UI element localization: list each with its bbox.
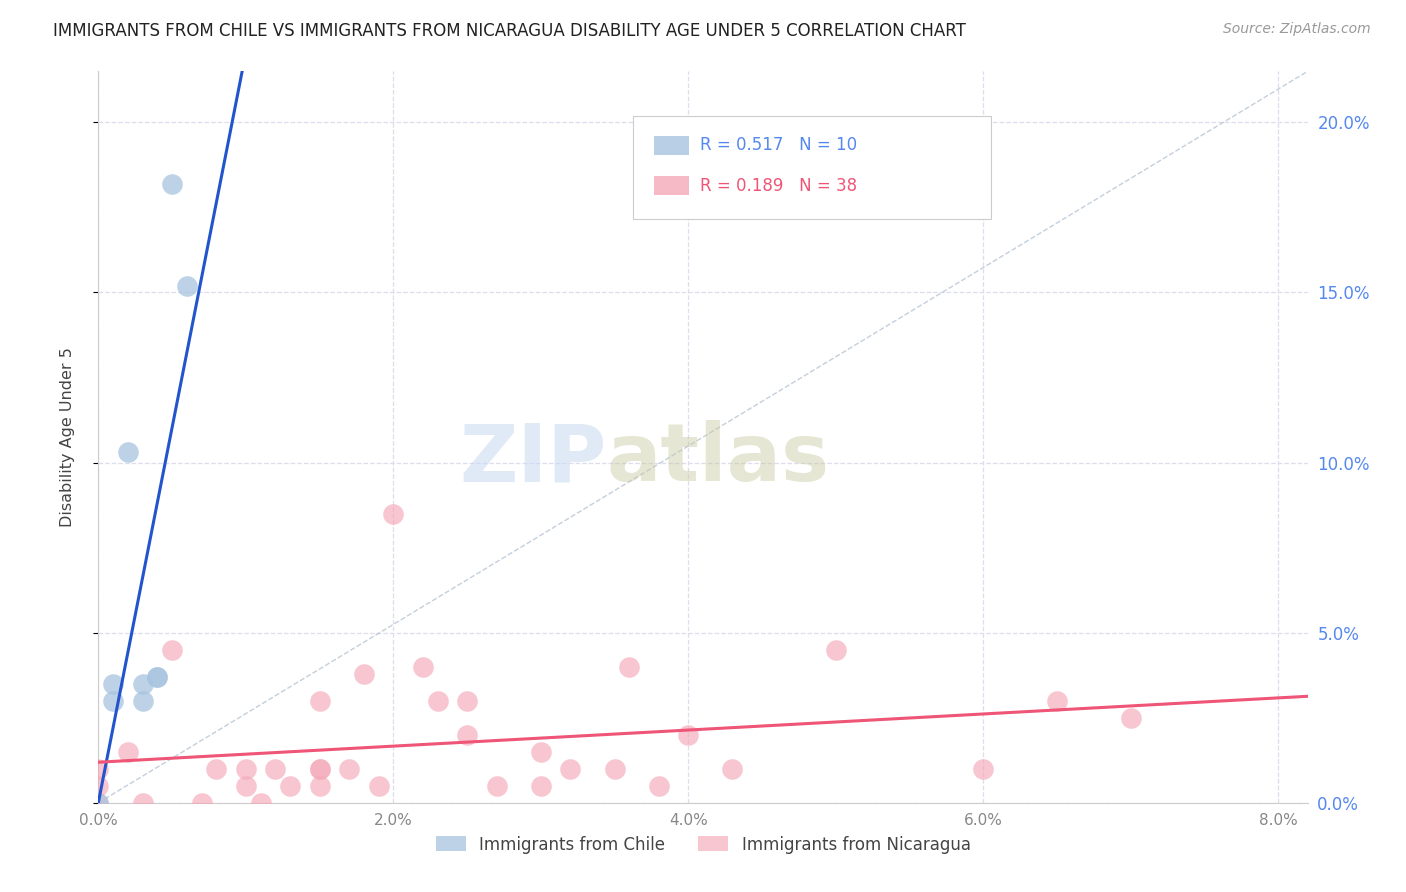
Point (205, 762, 228, 776)
Point (648, 779, 671, 793)
Point (249, 796, 271, 810)
Point (337, 762, 360, 776)
Point (87, 796, 110, 810)
Point (1119, 711, 1142, 725)
Point (131, 677, 153, 691)
Point (619, 659, 641, 673)
Point (721, 762, 744, 776)
Point (308, 779, 330, 793)
Point (530, 745, 553, 759)
Point (412, 659, 434, 673)
Point (87, 779, 110, 793)
Point (353, 666, 375, 681)
Legend: Immigrants from Chile, Immigrants from Nicaragua: Immigrants from Chile, Immigrants from N… (429, 829, 977, 860)
Text: IMMIGRANTS FROM CHILE VS IMMIGRANTS FROM NICARAGUA DISABILITY AGE UNDER 5 CORREL: IMMIGRANTS FROM CHILE VS IMMIGRANTS FROM… (53, 22, 966, 40)
Point (456, 694, 478, 708)
Text: Source: ZipAtlas.com: Source: ZipAtlas.com (1223, 22, 1371, 37)
Point (101, 694, 124, 708)
Point (87, 796, 110, 810)
Point (264, 762, 287, 776)
Text: R = 0.189   N = 38: R = 0.189 N = 38 (700, 177, 858, 194)
Point (308, 762, 330, 776)
Point (117, 745, 139, 759)
Point (560, 762, 582, 776)
Point (235, 762, 257, 776)
Text: R = 0.517   N = 10: R = 0.517 N = 10 (700, 136, 858, 154)
Point (456, 728, 478, 742)
Text: ZIP: ZIP (458, 420, 606, 498)
Point (235, 779, 257, 793)
Point (190, 796, 212, 810)
Point (426, 694, 449, 708)
Point (678, 728, 700, 742)
Point (176, 278, 198, 293)
Point (131, 694, 153, 708)
Point (87, 762, 110, 776)
Point (278, 779, 301, 793)
Point (1046, 694, 1069, 708)
Point (308, 762, 330, 776)
Point (308, 694, 330, 708)
Point (367, 779, 389, 793)
Point (530, 779, 553, 793)
Y-axis label: Disability Age Under 5: Disability Age Under 5 (60, 347, 75, 527)
Point (101, 677, 124, 691)
Point (972, 762, 994, 776)
Point (382, 507, 405, 521)
Point (131, 796, 153, 810)
Point (485, 779, 508, 793)
Point (160, 177, 183, 191)
Point (824, 642, 846, 657)
Text: atlas: atlas (606, 420, 830, 498)
Point (146, 670, 169, 684)
Point (603, 762, 626, 776)
Point (146, 670, 169, 684)
Point (160, 642, 183, 657)
Point (117, 445, 139, 459)
